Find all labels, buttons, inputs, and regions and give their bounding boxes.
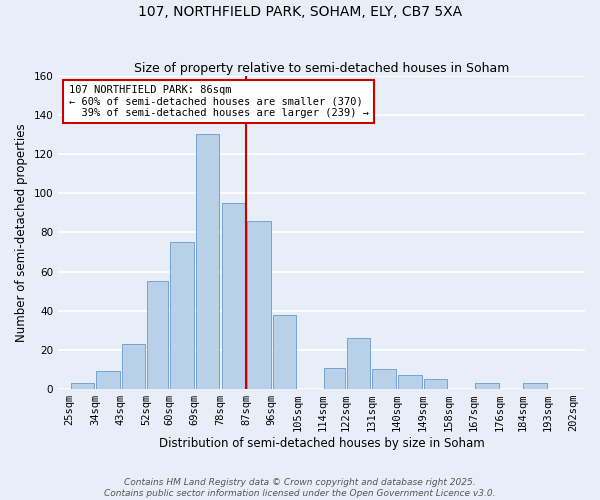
Bar: [122, 344, 145, 389]
Bar: [475, 383, 499, 389]
Bar: [424, 380, 447, 389]
Bar: [347, 338, 370, 389]
Title: Size of property relative to semi-detached houses in Soham: Size of property relative to semi-detach…: [134, 62, 509, 74]
Bar: [170, 242, 194, 389]
Bar: [523, 383, 547, 389]
X-axis label: Distribution of semi-detached houses by size in Soham: Distribution of semi-detached houses by …: [159, 437, 484, 450]
Bar: [273, 314, 296, 389]
Bar: [221, 203, 245, 389]
Bar: [247, 220, 271, 389]
Bar: [373, 370, 396, 389]
Text: Contains HM Land Registry data © Crown copyright and database right 2025.
Contai: Contains HM Land Registry data © Crown c…: [104, 478, 496, 498]
Bar: [71, 383, 94, 389]
Bar: [148, 282, 169, 389]
Y-axis label: Number of semi-detached properties: Number of semi-detached properties: [15, 123, 28, 342]
Text: 107, NORTHFIELD PARK, SOHAM, ELY, CB7 5XA: 107, NORTHFIELD PARK, SOHAM, ELY, CB7 5X…: [138, 5, 462, 19]
Bar: [398, 376, 422, 389]
Text: 107 NORTHFIELD PARK: 86sqm
← 60% of semi-detached houses are smaller (370)
  39%: 107 NORTHFIELD PARK: 86sqm ← 60% of semi…: [69, 85, 369, 118]
Bar: [96, 372, 120, 389]
Bar: [196, 134, 220, 389]
Bar: [324, 368, 345, 389]
